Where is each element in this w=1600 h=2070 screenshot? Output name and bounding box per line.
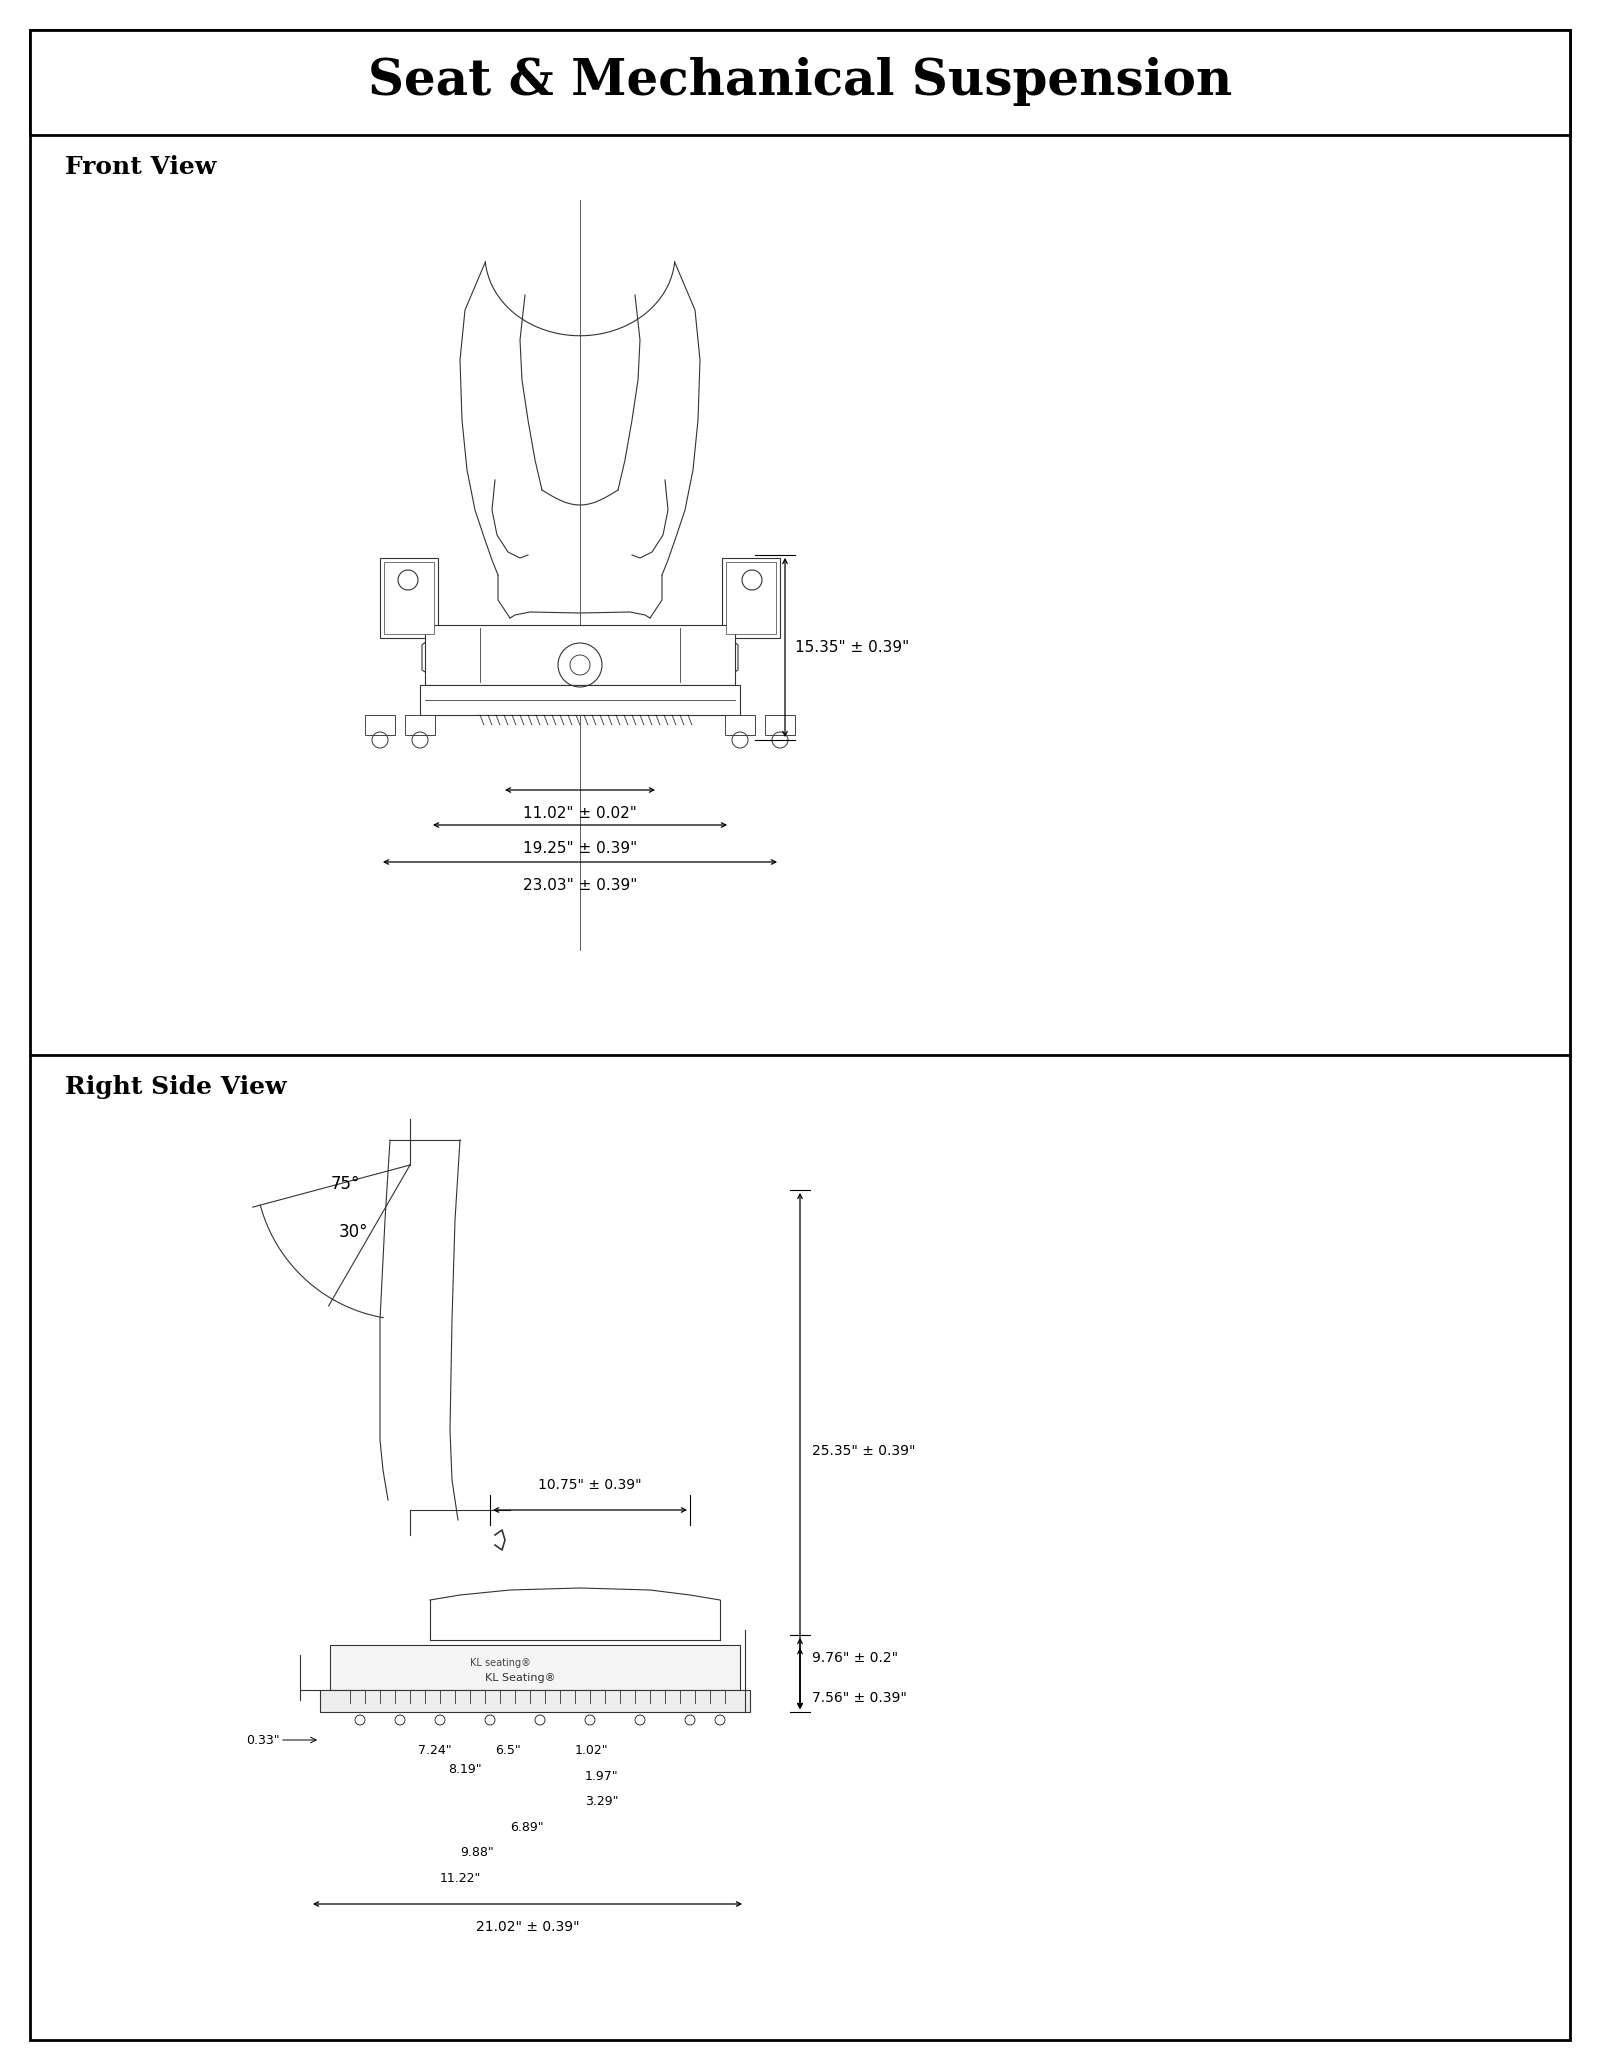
Bar [726, 561, 776, 633]
Text: Seat & Mechanical Suspension: Seat & Mechanical Suspension [368, 58, 1232, 106]
Bar [722, 559, 781, 638]
Text: 6.89": 6.89" [510, 1822, 544, 1834]
Text: 10.75" ± 0.39": 10.75" ± 0.39" [538, 1478, 642, 1492]
Bar [765, 714, 795, 735]
Text: 3.29": 3.29" [586, 1795, 619, 1809]
Bar [725, 714, 755, 735]
Text: 1.02": 1.02" [574, 1745, 608, 1757]
Text: Front View: Front View [66, 155, 216, 178]
Text: 1.97": 1.97" [586, 1770, 619, 1782]
Bar [405, 714, 435, 735]
Text: 75°: 75° [331, 1176, 360, 1192]
Text: 0.33": 0.33" [246, 1733, 280, 1747]
Text: Right Side View: Right Side View [66, 1074, 286, 1099]
Text: 19.25" ± 0.39": 19.25" ± 0.39" [523, 840, 637, 857]
Text: 11.22": 11.22" [440, 1871, 482, 1886]
Bar [365, 714, 395, 735]
Text: 9.76" ± 0.2": 9.76" ± 0.2" [813, 1652, 898, 1666]
Text: 11.02" ± 0.02": 11.02" ± 0.02" [523, 805, 637, 822]
Text: 23.03" ± 0.39": 23.03" ± 0.39" [523, 878, 637, 892]
Text: 7.56" ± 0.39": 7.56" ± 0.39" [813, 1691, 907, 1706]
Text: KL Seating®: KL Seating® [485, 1673, 555, 1683]
Text: KL seating®: KL seating® [469, 1658, 531, 1668]
Bar [330, 1646, 739, 1689]
Bar [419, 685, 739, 714]
Bar [426, 625, 734, 685]
Text: 21.02" ± 0.39": 21.02" ± 0.39" [475, 1921, 579, 1933]
Bar [384, 561, 434, 633]
Bar [320, 1689, 750, 1712]
Text: 9.88": 9.88" [461, 1846, 494, 1859]
Bar [30, 29, 1570, 135]
Text: 8.19": 8.19" [448, 1764, 482, 1776]
Text: 7.24": 7.24" [418, 1745, 451, 1757]
Text: 6.5": 6.5" [494, 1745, 520, 1757]
Bar [381, 559, 438, 638]
Text: 30°: 30° [339, 1223, 368, 1242]
Text: 25.35" ± 0.39": 25.35" ± 0.39" [813, 1445, 915, 1457]
Text: 15.35" ± 0.39": 15.35" ± 0.39" [795, 640, 909, 654]
